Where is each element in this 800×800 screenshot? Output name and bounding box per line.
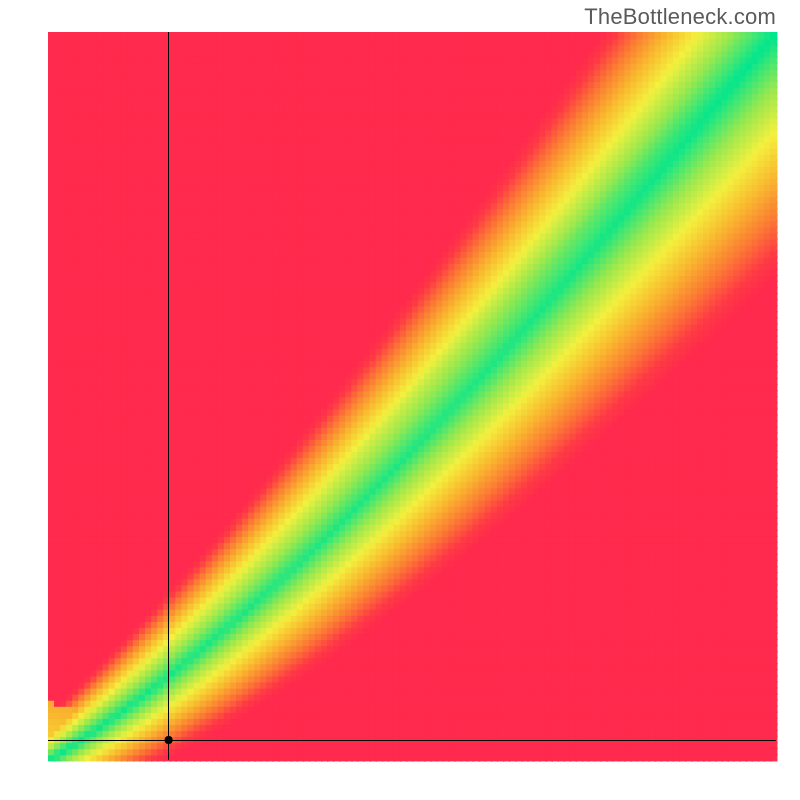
figure-container: TheBottleneck.com (0, 0, 800, 800)
watermark-label: TheBottleneck.com (584, 4, 776, 30)
crosshair-point (0, 0, 800, 800)
crosshair-horizontal-line (48, 740, 776, 741)
crosshair-vertical-line (168, 32, 169, 760)
